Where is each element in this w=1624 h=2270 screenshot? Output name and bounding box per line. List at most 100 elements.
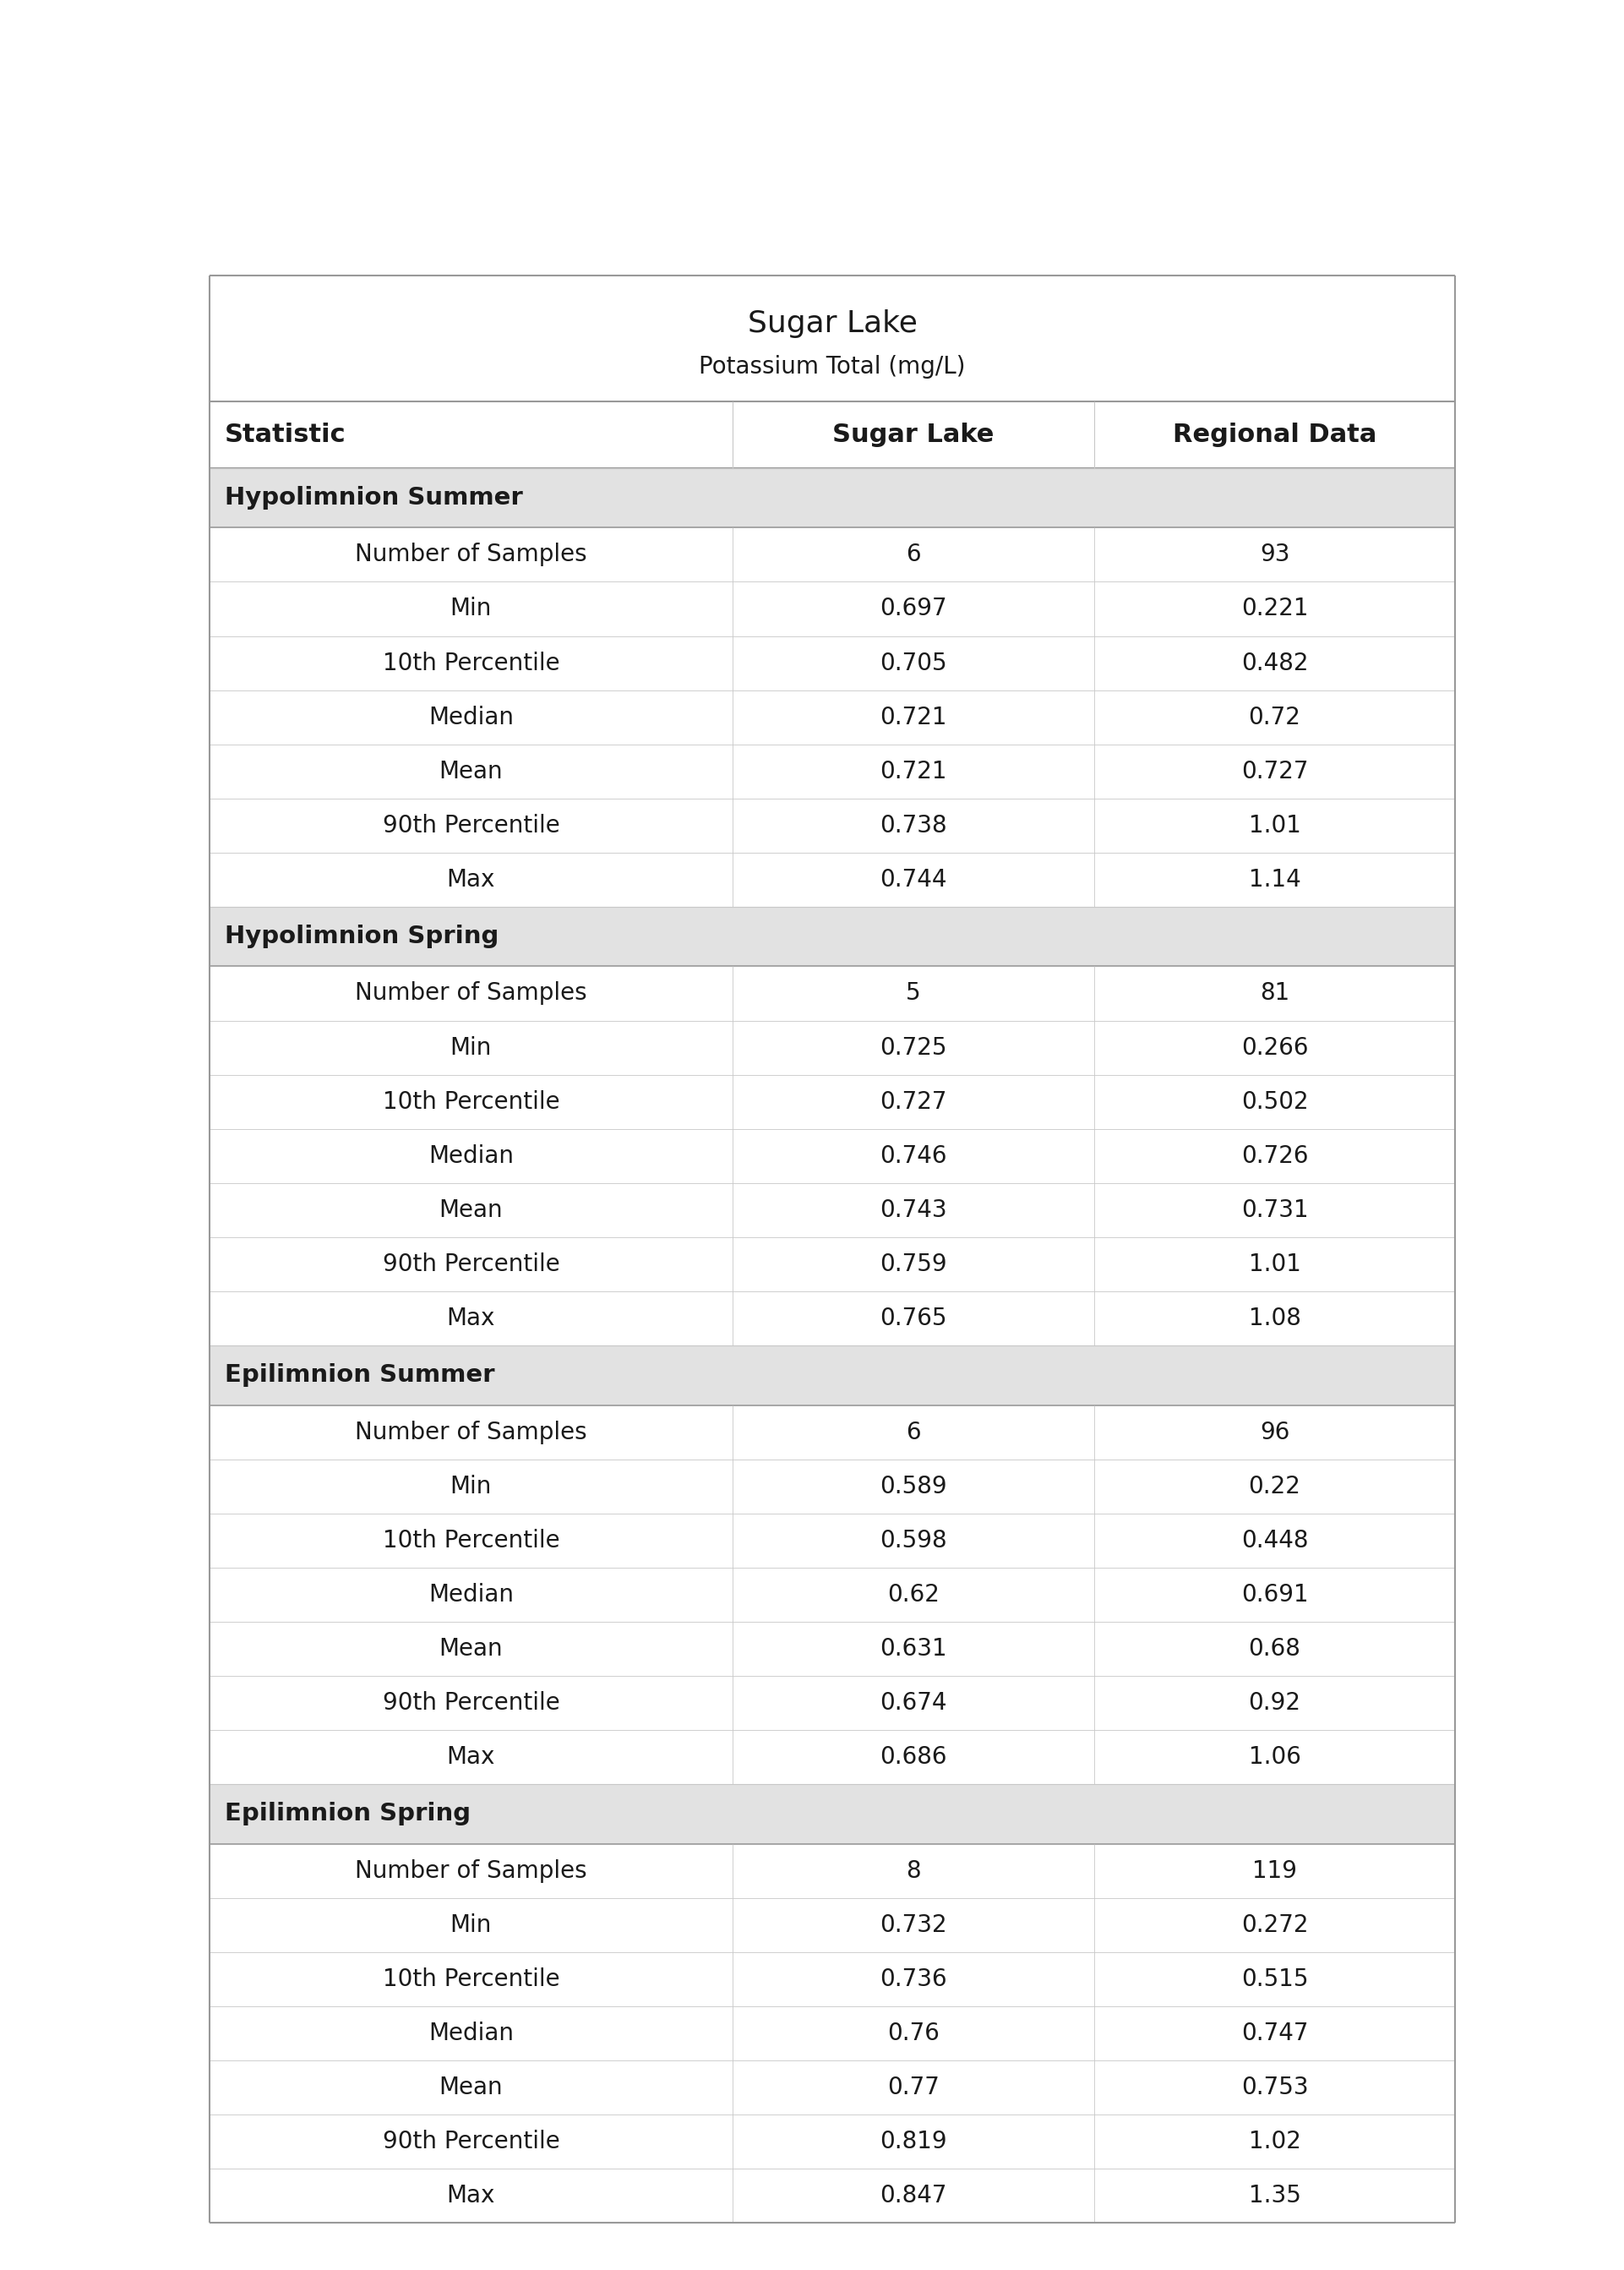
Bar (209, 2168, 1455, 2222)
Bar (209, 1675, 1455, 1730)
Text: 6: 6 (906, 543, 921, 568)
Text: 10th Percentile: 10th Percentile (382, 651, 560, 674)
Text: Number of Samples: Number of Samples (356, 1859, 586, 1882)
Text: 0.598: 0.598 (880, 1528, 947, 1553)
Text: 0.221: 0.221 (1241, 597, 1309, 620)
Bar (209, 527, 1455, 581)
Text: 0.502: 0.502 (1241, 1090, 1309, 1115)
Text: Number of Samples: Number of Samples (356, 1421, 586, 1444)
Text: 0.674: 0.674 (880, 1691, 947, 1714)
Text: 0.747: 0.747 (1241, 2023, 1309, 2045)
Text: 0.62: 0.62 (887, 1582, 939, 1607)
Text: 0.272: 0.272 (1241, 1914, 1309, 1936)
Text: Mean: Mean (438, 2075, 503, 2100)
Bar (209, 581, 1455, 636)
Text: Hypolimnion Spring: Hypolimnion Spring (224, 924, 499, 949)
Bar (209, 2007, 1455, 2061)
Bar (209, 1898, 1455, 1952)
Text: 1.08: 1.08 (1249, 1308, 1301, 1330)
Text: 0.731: 0.731 (1241, 1199, 1309, 1221)
Text: Regional Data: Regional Data (1173, 422, 1377, 447)
Text: Max: Max (447, 1308, 495, 1330)
Text: 10th Percentile: 10th Percentile (382, 1528, 560, 1553)
Bar (209, 1569, 1455, 1621)
Text: 1.35: 1.35 (1249, 2184, 1301, 2209)
Text: 0.721: 0.721 (880, 706, 947, 729)
Text: 6: 6 (906, 1421, 921, 1444)
Text: Max: Max (447, 867, 495, 892)
Text: 0.743: 0.743 (880, 1199, 947, 1221)
Text: 0.721: 0.721 (880, 760, 947, 783)
Text: 0.746: 0.746 (880, 1144, 947, 1167)
Text: 0.72: 0.72 (1249, 706, 1301, 729)
Text: Max: Max (447, 2184, 495, 2209)
Bar (209, 2116, 1455, 2168)
Text: 0.77: 0.77 (887, 2075, 939, 2100)
Text: 0.744: 0.744 (880, 867, 947, 892)
Bar (209, 1460, 1455, 1514)
Text: 0.515: 0.515 (1241, 1968, 1309, 1991)
Text: Epilimnion Spring: Epilimnion Spring (224, 1802, 471, 1825)
Bar (209, 1292, 1455, 1346)
Text: Potassium Total (mg/L): Potassium Total (mg/L) (698, 354, 966, 379)
Text: Mean: Mean (438, 760, 503, 783)
Text: 0.705: 0.705 (880, 651, 947, 674)
Bar (209, 1346, 1455, 1405)
Text: 0.753: 0.753 (1241, 2075, 1309, 2100)
Text: 0.759: 0.759 (880, 1253, 947, 1276)
Text: Min: Min (450, 1035, 492, 1060)
Bar (209, 1022, 1455, 1074)
Bar (209, 468, 1455, 527)
Text: 90th Percentile: 90th Percentile (382, 1253, 560, 1276)
Bar (209, 690, 1455, 745)
Text: 0.482: 0.482 (1241, 651, 1309, 674)
Text: Median: Median (429, 2023, 513, 2045)
Bar (209, 2061, 1455, 2116)
Bar (209, 745, 1455, 799)
Bar (209, 967, 1455, 1021)
Text: 0.448: 0.448 (1241, 1528, 1309, 1553)
Text: 0.631: 0.631 (880, 1637, 947, 1662)
Text: 0.819: 0.819 (880, 2129, 947, 2154)
Text: Number of Samples: Number of Samples (356, 981, 586, 1006)
Text: Min: Min (450, 1914, 492, 1936)
Text: 0.725: 0.725 (880, 1035, 947, 1060)
Bar (209, 799, 1455, 854)
Text: 119: 119 (1252, 1859, 1298, 1882)
Text: Sugar Lake: Sugar Lake (833, 422, 994, 447)
Text: 0.727: 0.727 (880, 1090, 947, 1115)
Text: 0.92: 0.92 (1249, 1691, 1301, 1714)
Bar (209, 1843, 1455, 1898)
Text: Median: Median (429, 1144, 513, 1167)
Text: 0.765: 0.765 (880, 1308, 947, 1330)
Text: 0.686: 0.686 (880, 1746, 947, 1768)
Text: 10th Percentile: 10th Percentile (382, 1968, 560, 1991)
Text: 0.847: 0.847 (880, 2184, 947, 2209)
Text: 0.76: 0.76 (887, 2023, 939, 2045)
Bar (209, 1183, 1455, 1237)
Text: 0.727: 0.727 (1241, 760, 1309, 783)
Text: Mean: Mean (438, 1199, 503, 1221)
Text: 0.736: 0.736 (880, 1968, 947, 1991)
Bar (209, 1074, 1455, 1128)
Text: 10th Percentile: 10th Percentile (382, 1090, 560, 1115)
Text: Median: Median (429, 1582, 513, 1607)
Bar (209, 636, 1455, 690)
Text: 81: 81 (1260, 981, 1289, 1006)
Text: 0.22: 0.22 (1249, 1476, 1301, 1498)
Text: 1.02: 1.02 (1249, 2129, 1301, 2154)
Text: 0.691: 0.691 (1241, 1582, 1309, 1607)
Text: 90th Percentile: 90th Percentile (382, 2129, 560, 2154)
Text: 8: 8 (906, 1859, 921, 1882)
Bar (209, 1237, 1455, 1292)
Text: 93: 93 (1260, 543, 1289, 568)
Bar (209, 1952, 1455, 2007)
Text: 0.68: 0.68 (1249, 1637, 1301, 1662)
Text: Median: Median (429, 706, 513, 729)
Text: 96: 96 (1260, 1421, 1289, 1444)
Text: Min: Min (450, 1476, 492, 1498)
Bar (209, 402, 1455, 468)
Bar (209, 1621, 1455, 1675)
Text: 5: 5 (906, 981, 921, 1006)
Text: Statistic: Statistic (224, 422, 346, 447)
